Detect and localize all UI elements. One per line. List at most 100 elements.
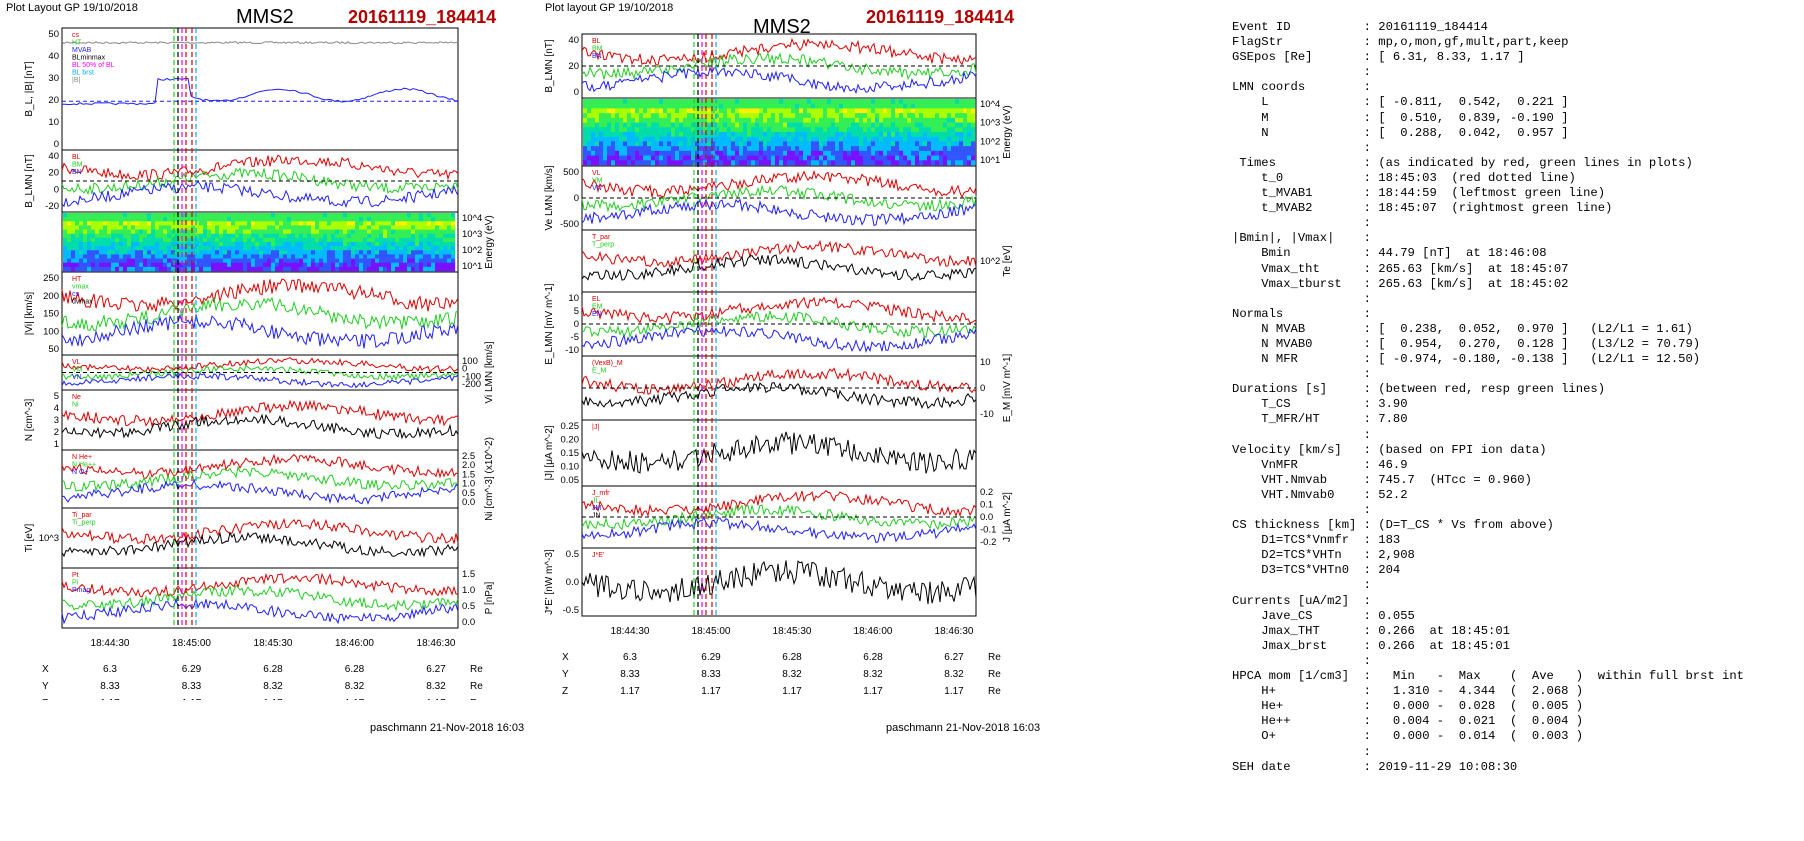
spectrogram-cell [615,99,620,105]
spectrogram-cell [687,136,692,142]
spectrogram-cell [291,237,296,243]
spectrogram-cell [735,160,740,166]
spectrogram-cell [79,266,84,272]
y-tick-label: -20 [45,201,59,212]
spectrogram-cell [87,254,92,259]
spectrogram-cell [131,221,136,226]
spectrogram-cell [783,127,788,133]
summary-label: Normals [1232,306,1284,321]
spectrogram-cell [595,117,600,123]
spectrogram-cell [247,233,252,239]
spectrogram-cell [931,99,936,105]
spectrogram-cell [303,233,308,239]
spectrogram-cell [679,108,684,114]
spectrogram-cell [635,122,640,128]
spectrogram-cell [95,221,100,226]
position-value: 8.33 [620,669,640,680]
spectrogram-cell [371,213,376,218]
spectrogram-cell [275,242,280,247]
spectrogram-cell [315,254,320,259]
spectrogram-cell [135,233,140,239]
spectrogram-cell [239,250,244,255]
spectrogram-cell [723,155,728,161]
spectrogram-cell [275,221,280,226]
spectrogram-cell [883,103,888,109]
spectrogram-cell [323,225,328,230]
spectrogram-cell [775,108,780,114]
energy-spectrogram [63,213,456,272]
spectrogram-cell [303,217,308,222]
spectrogram-cell [907,117,912,123]
spectrogram-cell [139,225,144,230]
data-trace [61,154,459,181]
spectrogram-cell [83,221,88,226]
position-value: 8.32 [944,669,964,680]
spectrogram-cell [387,254,392,259]
spectrogram-cell [351,229,356,235]
spectrogram-cell [627,103,632,109]
spectrogram-cell [211,225,216,230]
spectrogram-cell [679,160,684,166]
spectrogram-cell [819,132,824,138]
spectrogram-cell [83,262,88,268]
spectrogram-cell [419,266,424,272]
position-value: 6.29 [701,652,721,663]
spectrogram-cell [431,229,436,235]
summary-row: t_0 : 18:45:03 (red dotted line) [1261,170,1576,185]
spectrogram-cell [739,160,744,166]
spectrogram-cell [671,117,676,123]
summary-row: FlagStr : mp,o,mon,gf,mult,part,keep [1232,35,1569,50]
spectrogram-cell [367,233,372,239]
spectrogram-cell [323,246,328,251]
spectrogram-cell [171,225,176,230]
spectrogram-cell [67,254,72,259]
spectrogram-cell [375,229,380,235]
spectrogram-cell [199,221,204,226]
spectrogram-cell [183,250,188,255]
spectrogram-cell [855,127,860,133]
spectrogram-cell [171,242,176,247]
spectrogram-cell [767,122,772,128]
spectrogram-cell [895,99,900,105]
spectrogram-cell [615,127,620,133]
spectrogram-cell [131,250,136,255]
spectrogram-cell [899,99,904,105]
spectrogram-cell [851,150,856,156]
spectrogram-cell [799,117,804,123]
spectrogram-cell [923,127,928,133]
spectrogram-cell [207,229,212,235]
spectrogram-cell [175,233,180,239]
spectrogram-cell [303,229,308,235]
spectrogram-cell [271,266,276,272]
summary-value: 183 [1378,533,1401,548]
spectrogram-cell [699,108,704,114]
spectrogram-cell [943,127,948,133]
spectrogram-cell [827,141,832,147]
spectrogram-cell [95,242,100,247]
spectrogram-cell [167,254,172,259]
spectrogram-cell [407,242,412,247]
y-axis-label: N [cm^-3] [24,399,35,442]
spectrogram-cell [127,266,132,272]
spectrogram-cell [183,242,188,247]
spectrogram-cell [63,213,68,218]
spectrogram-cell [819,99,824,105]
spectrogram-cell [903,127,908,133]
spectrogram-cell [947,122,952,128]
spectrogram-cell [739,99,744,105]
spectrogram-cell [915,122,920,128]
spectrogram-cell [807,136,812,142]
spectrogram-cell [699,122,704,128]
spectrogram-cell [271,246,276,251]
spectrogram-cell [159,237,164,243]
spectrogram-cell [279,242,284,247]
spectrogram-cell [211,242,216,247]
spectrogram-cell [159,217,164,222]
spectrogram-cell [727,108,732,114]
spectrogram-cell [203,250,208,255]
spectrogram-cell [763,136,768,142]
spectrogram-cell [811,146,816,152]
spectrogram-cell [615,141,620,147]
spectrogram-cell [235,258,240,264]
legend-entry: VM [72,367,83,374]
